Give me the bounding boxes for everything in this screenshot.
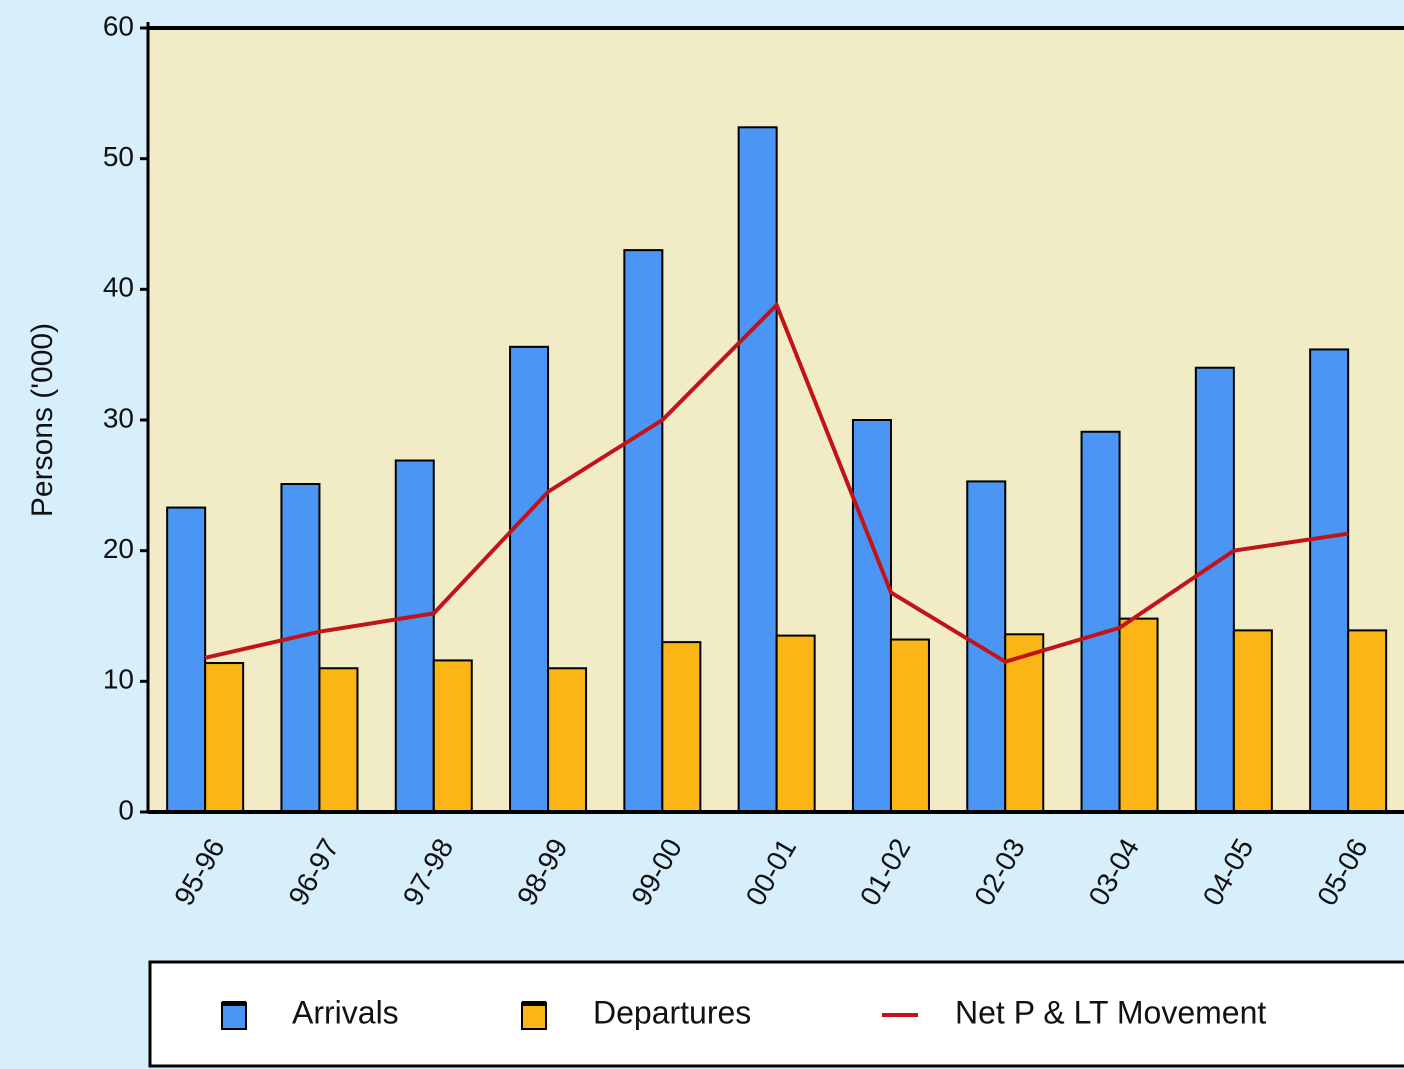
bar bbox=[432, 659, 473, 814]
bar bbox=[1232, 629, 1273, 814]
x-tick-label: 04-05 bbox=[1197, 833, 1260, 911]
bar bbox=[1080, 430, 1121, 813]
x-tick-label: 96-97 bbox=[282, 833, 345, 911]
x-tick-label: 99-00 bbox=[625, 833, 688, 911]
legend-swatch bbox=[221, 1002, 247, 1030]
y-tick-label: 20 bbox=[103, 533, 134, 564]
y-tick-label: 0 bbox=[118, 794, 134, 825]
bar bbox=[966, 480, 1007, 813]
legend bbox=[148, 960, 1404, 1068]
bar bbox=[775, 634, 816, 813]
legend-label: Net P & LT Movement bbox=[955, 994, 1266, 1030]
bar bbox=[1309, 348, 1350, 813]
x-tick-label: 00-01 bbox=[740, 833, 803, 911]
bar bbox=[318, 667, 359, 813]
bar bbox=[1004, 633, 1045, 813]
bar bbox=[509, 345, 550, 813]
x-tick-label: 02-03 bbox=[968, 833, 1031, 911]
bar bbox=[1194, 366, 1235, 813]
x-tick-label: 97-98 bbox=[397, 833, 460, 911]
legend-swatch bbox=[521, 1002, 547, 1030]
bar bbox=[851, 419, 892, 813]
x-tick-label: 01-02 bbox=[854, 833, 917, 911]
line-series bbox=[204, 301, 1349, 664]
y-tick-label: 30 bbox=[103, 402, 134, 433]
bar bbox=[166, 506, 207, 813]
bar bbox=[623, 249, 664, 813]
y-axis-label: Persons ('000) bbox=[26, 323, 59, 517]
x-tick-label: 03-04 bbox=[1082, 833, 1145, 911]
x-tick-label: 95-96 bbox=[168, 833, 231, 911]
bar bbox=[204, 662, 245, 813]
legend-label: Departures bbox=[593, 994, 751, 1030]
bar bbox=[661, 641, 702, 814]
bar bbox=[394, 459, 435, 813]
y-tick-label: 40 bbox=[103, 272, 134, 303]
bar bbox=[889, 638, 930, 814]
bar bbox=[1118, 617, 1159, 814]
y-tick-label: 50 bbox=[103, 141, 134, 172]
bar bbox=[737, 126, 778, 814]
legend-label: Arrivals bbox=[292, 994, 399, 1030]
bar bbox=[547, 667, 588, 813]
bar bbox=[1347, 629, 1388, 814]
y-tick-label: 10 bbox=[103, 664, 134, 695]
legend-swatch-edge bbox=[522, 1001, 546, 1006]
y-tick-label: 60 bbox=[103, 10, 134, 41]
x-tick-label: 05-06 bbox=[1311, 833, 1374, 911]
bar bbox=[280, 483, 321, 813]
x-tick-label: 98-99 bbox=[511, 833, 574, 911]
legend-swatch-edge bbox=[222, 1001, 246, 1006]
